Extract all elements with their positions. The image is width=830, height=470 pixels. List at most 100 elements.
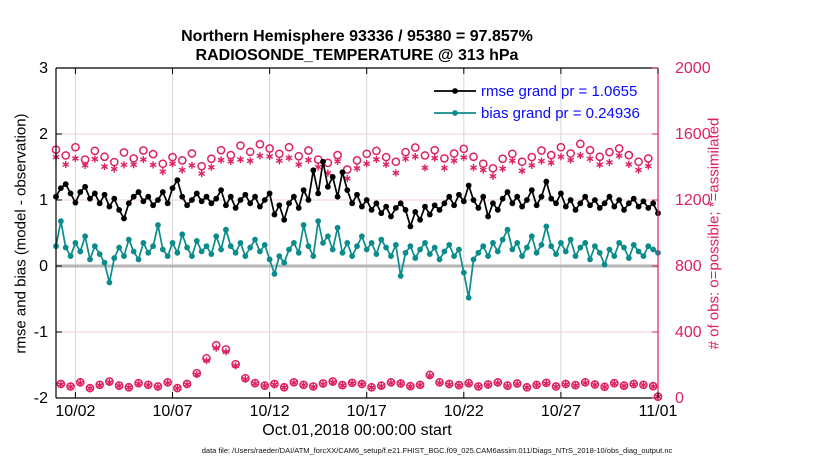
possible-marker	[226, 150, 236, 160]
bias-marker	[349, 253, 356, 259]
bias-marker	[426, 251, 433, 258]
bias-marker	[62, 244, 69, 251]
rmse-marker	[281, 216, 288, 223]
assimilated-marker	[368, 383, 376, 392]
assimilated-marker	[266, 152, 274, 161]
assimilated-marker	[562, 380, 570, 389]
rmse-marker	[363, 197, 370, 203]
legend-rmse-line-sample	[434, 88, 476, 94]
rmse-marker	[329, 174, 336, 180]
bias-marker	[57, 218, 64, 225]
rmse-marker	[606, 193, 613, 200]
bias-marker	[91, 243, 98, 250]
assimilated-marker	[135, 380, 143, 388]
bias-marker	[562, 248, 569, 255]
possible-marker	[410, 143, 420, 152]
bias-marker	[320, 240, 326, 246]
possible-marker	[207, 154, 216, 164]
bias-marker	[368, 240, 375, 246]
possible-marker	[614, 144, 624, 153]
rmse-marker	[174, 177, 181, 184]
rmse-marker	[456, 191, 462, 198]
x-tick-label: 11/01	[639, 403, 678, 420]
rmse-marker	[242, 191, 249, 198]
bias-marker	[621, 244, 627, 251]
rmse-marker	[426, 211, 433, 218]
bias-marker	[324, 233, 331, 240]
rmse-marker	[116, 207, 123, 213]
bias-marker	[237, 240, 244, 246]
assimilated-marker	[513, 380, 521, 388]
rmse-marker	[266, 190, 273, 197]
assimilated-marker	[149, 161, 157, 169]
rmse-marker	[227, 193, 234, 200]
rmse-marker	[247, 200, 254, 207]
rmse-marker	[383, 203, 390, 210]
right-tick-label: 800	[675, 258, 702, 275]
bias-marker	[315, 218, 322, 225]
bias-marker	[276, 253, 283, 259]
rmse-marker	[135, 189, 142, 195]
possible-marker	[129, 154, 139, 163]
assimilated-marker	[567, 156, 575, 164]
rmse-marker	[494, 207, 501, 213]
bias-marker	[383, 244, 390, 251]
assimilated-marker	[416, 381, 424, 389]
assimilated-marker	[178, 166, 186, 174]
bias-marker	[388, 253, 394, 259]
rmse-marker	[577, 200, 584, 207]
assimilated-marker	[533, 381, 541, 389]
rmse-marker	[189, 197, 195, 203]
possible-marker	[401, 147, 410, 157]
possible-marker	[420, 151, 430, 160]
rmse-marker	[431, 202, 438, 209]
bias-marker	[485, 253, 491, 259]
possible-marker	[585, 145, 595, 155]
bias-marker	[616, 240, 623, 246]
legend-bias-label: bias grand pr = 0.24936	[481, 104, 640, 122]
bias-marker	[111, 255, 118, 261]
bias-marker	[179, 231, 186, 238]
bias-marker	[184, 244, 190, 251]
possible-marker	[187, 149, 197, 158]
rmse-marker	[412, 208, 419, 215]
bias-marker	[257, 248, 263, 255]
assimilated-marker	[440, 164, 448, 172]
possible-marker	[537, 146, 546, 155]
bias-marker	[373, 251, 380, 258]
rmse-marker	[334, 193, 341, 200]
possible-marker	[362, 149, 372, 159]
bias-line	[55, 220, 659, 298]
assimilated-marker	[436, 379, 444, 387]
rmse-marker	[159, 189, 166, 195]
assimilated-marker	[71, 154, 79, 163]
bias-marker	[208, 251, 215, 258]
rmse-marker	[101, 191, 108, 198]
possible-marker	[372, 146, 381, 156]
bias-marker	[630, 241, 637, 248]
possible-marker	[508, 149, 517, 159]
bias-marker	[431, 244, 438, 251]
bias-marker	[456, 246, 462, 253]
assimilated-marker	[193, 370, 201, 379]
bias-marker	[553, 251, 559, 258]
possible-marker	[61, 151, 71, 160]
right-tick-label: 2000	[675, 60, 711, 77]
bias-marker	[116, 244, 123, 251]
rmse-marker	[558, 190, 564, 197]
assimilated-marker	[304, 156, 312, 164]
bias-marker	[407, 243, 414, 250]
rmse-marker	[169, 185, 176, 192]
rmse-marker	[378, 210, 385, 217]
possible-marker	[624, 150, 634, 160]
rmse-marker	[436, 207, 443, 213]
bias-marker	[606, 246, 613, 253]
rmse-marker	[130, 193, 137, 200]
bias-marker	[587, 256, 593, 263]
assimilated-marker	[528, 161, 536, 169]
rmse-marker	[198, 198, 205, 205]
rmse-marker	[179, 193, 186, 200]
assimilated-marker	[256, 152, 264, 160]
bias-marker	[509, 246, 516, 253]
assimilated-marker	[547, 159, 555, 167]
